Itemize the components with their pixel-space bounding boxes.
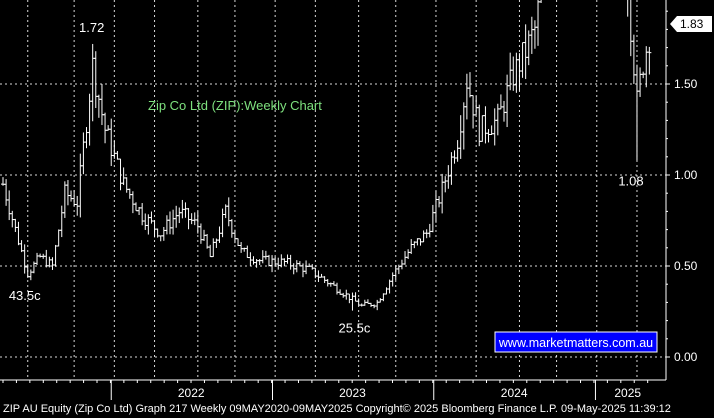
y-tick-label: 0.50 (674, 259, 698, 273)
annotation-label: 1.08 (618, 173, 643, 188)
x-tick-label: 2022 (178, 386, 205, 400)
price-bars (1, 0, 652, 311)
watermark-box[interactable]: www.marketmatters.com.au (494, 331, 658, 353)
footer-text: ZIP AU Equity (Zip Co Ltd) Graph 217 Wee… (3, 403, 671, 415)
y-tick-label: 1.50 (674, 77, 698, 91)
watermark-link[interactable]: www.marketmatters.com.au (498, 336, 653, 350)
last-price-badge: 1.83 (670, 15, 712, 32)
grid (0, 0, 666, 380)
y-tick-label: 0.00 (674, 350, 698, 364)
x-axis: 2022 2023 2024 2025 (0, 379, 666, 400)
last-price-value: 1.83 (680, 17, 704, 31)
x-tick-label: 2023 (339, 386, 366, 400)
chart-title: Zip Co Ltd (ZIP):Weekly Chart (148, 98, 322, 113)
y-axis: 0.000.501.001.502.002.503.003.50 (665, 0, 698, 380)
x-tick-label: 2025 (614, 386, 641, 400)
annotation-label: 1.72 (79, 20, 104, 35)
annotation-label: 43.5c (9, 288, 41, 303)
x-tick-label: 2024 (501, 386, 528, 400)
annotation-label: 25.5c (339, 321, 371, 336)
y-tick-label: 1.00 (674, 168, 698, 182)
